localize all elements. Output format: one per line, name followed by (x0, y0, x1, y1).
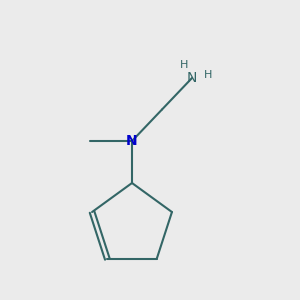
Text: N: N (126, 134, 138, 148)
Text: H: H (204, 70, 213, 80)
Text: H: H (180, 59, 189, 70)
Text: N: N (187, 71, 197, 85)
